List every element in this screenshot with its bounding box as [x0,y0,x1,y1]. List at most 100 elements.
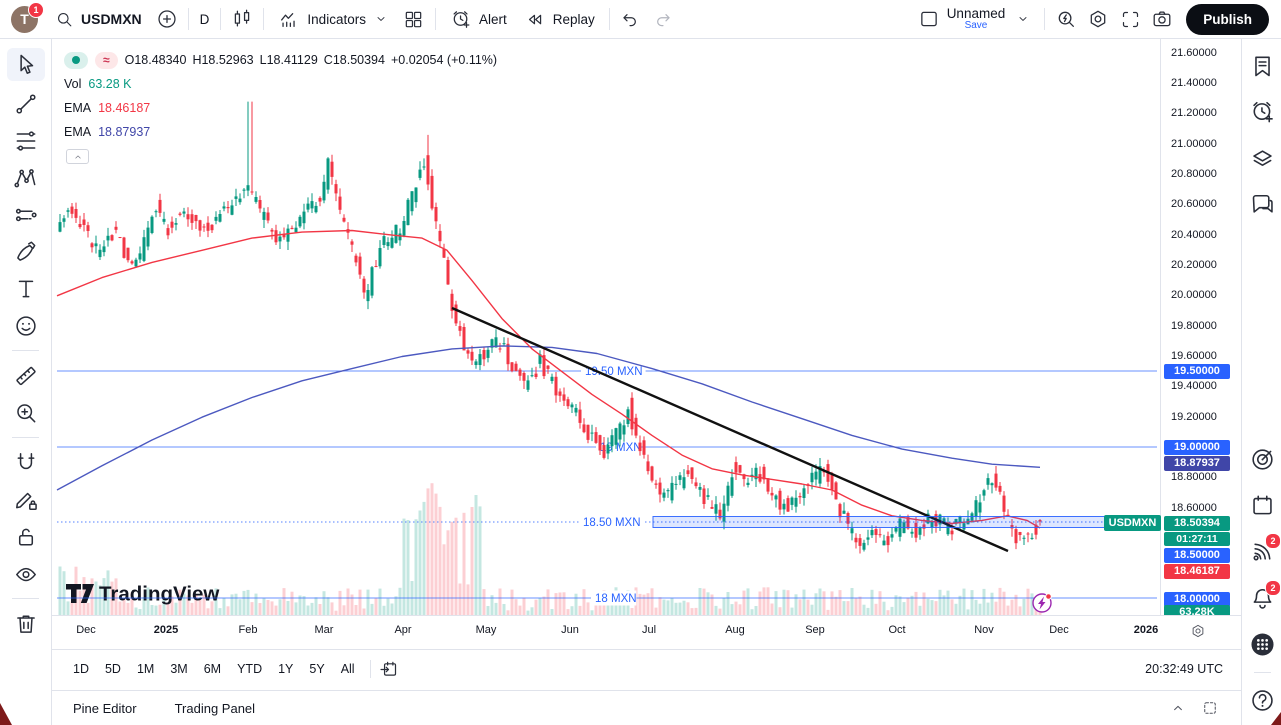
time-tick: Jul [641,624,657,636]
sidebar-alerts-button[interactable] [1248,97,1276,125]
undo-button[interactable] [615,0,647,38]
ruler-icon [13,363,39,389]
sidebar-apps-button[interactable] [1248,630,1276,658]
ema-slow-legend-row[interactable]: EMA 18.87937 [64,120,503,144]
range-ytd-button[interactable]: YTD [237,662,263,676]
ema-fast-legend-row[interactable]: EMA 18.46187 [64,96,503,120]
maximize-panel-icon[interactable] [1201,699,1219,717]
tool-emoji[interactable] [0,307,52,344]
publish-button[interactable]: Publish [1186,3,1269,35]
notifications-badge: 2 [1265,580,1281,596]
economic-events-icon[interactable] [1032,593,1052,613]
redo-button[interactable] [647,0,679,38]
streams-icon [1249,538,1276,565]
range-3m-button[interactable]: 3M [170,662,188,676]
clock[interactable]: 20:32:49 UTC [1145,662,1223,676]
range-all-button[interactable]: All [340,662,355,676]
price-label-chip: 18.46187 [1164,563,1230,579]
price-axis[interactable]: 21.60000 21.40000 21.20000 21.00000 20.80000… [1160,38,1242,615]
volume-legend-row[interactable]: Vol 63.28 K [64,72,503,96]
tool-zoom-in[interactable] [0,394,52,431]
chart-legend: ≈ O18.48340 H18.52963 L18.41129 C18.50394 +0… [64,48,503,164]
tool-lock-open[interactable] [0,518,52,555]
plus-circle-icon [156,8,178,30]
tool-brush[interactable] [0,233,52,270]
approx-data-pill: ≈ [95,51,118,69]
camera-icon [1151,8,1173,30]
range-1m-button[interactable]: 1M [136,662,155,676]
svg-text:19.50 MXN: 19.50 MXN [585,366,643,378]
symbol-legend-row[interactable]: ≈ O18.48340 H18.52963 L18.41129 C18.50394 +0… [64,48,503,72]
indicators-button[interactable]: Indicators [269,0,398,38]
tool-projection[interactable] [0,196,52,233]
alert-button[interactable]: Alert [441,0,516,38]
sidebar-watchlist-button[interactable] [1248,52,1276,80]
screenshot-button[interactable] [1146,0,1178,38]
legend-collapse-button[interactable] [66,149,89,164]
time-tick: Mar [314,624,334,636]
expand-panel-icon[interactable] [1169,699,1187,717]
drawing-toolbar [0,38,52,725]
divider [369,660,371,678]
time-axis[interactable]: Dec 2025 Feb Mar Apr May Jun Jul Aug Sep Oct Nov Dec… [52,615,1241,647]
time-tick: Apr [394,624,412,636]
top-toolbar-right: Unnamed Save Publish [913,0,1281,38]
candles-icon [231,8,253,30]
alert-label: Alert [478,11,507,27]
interval-button[interactable]: D [194,0,216,38]
tool-ruler[interactable] [0,357,52,394]
fullscreen-icon [1120,9,1141,30]
tool-xabcd-pattern[interactable] [0,159,52,196]
quick-search-button[interactable] [1050,0,1082,38]
tool-magnet[interactable] [0,444,52,481]
compare-add-button[interactable] [151,0,183,38]
go-to-date-icon[interactable] [378,659,399,680]
replay-button[interactable]: Replay [516,0,604,38]
watchlist-icon [1249,53,1276,80]
price-tick: 19.20000 [1171,410,1217,423]
replay-label: Replay [552,11,595,27]
sidebar-notifications-button[interactable]: 2 [1248,580,1281,612]
chart-type-button[interactable] [226,0,258,38]
tool-trend-line[interactable] [0,85,52,122]
tool-trash[interactable] [0,605,52,642]
range-5y-button[interactable]: 5Y [309,662,325,676]
layout-select-button[interactable] [913,0,945,38]
sidebar-ideas-button[interactable] [1248,445,1276,473]
layout-name: Unnamed [946,5,1006,21]
axis-settings-gear-icon[interactable] [1190,623,1206,639]
range-1y-button[interactable]: 1Y [278,662,294,676]
tool-text[interactable] [0,270,52,307]
zoom-in-icon [13,400,39,426]
tool-cursor[interactable] [7,48,45,81]
sidebar-chat-button[interactable] [1248,190,1276,218]
settings-button[interactable] [1082,0,1114,38]
indicator-templates-button[interactable] [398,0,430,38]
fullscreen-button[interactable] [1114,0,1146,38]
time-tick: Dec [76,624,96,636]
undo-icon [620,9,641,30]
tool-pencil-lock[interactable] [0,481,52,518]
chart-canvas[interactable]: TradingView 19.50 MXN 19 MXN 18.50 MXN 18 MX… [52,38,1160,615]
sidebar-streams-button[interactable]: 2 [1248,533,1281,565]
sidebar-help-button[interactable] [1248,686,1276,714]
tab-trading-panel[interactable]: Trading Panel [174,700,256,716]
layout-name-button[interactable]: Unnamed Save [945,5,1008,32]
price-label-chip: 18.87937 [1164,455,1230,471]
symbol-search-button[interactable]: USDMXN [46,0,151,38]
alert-clock-icon [450,8,472,30]
range-5d-button[interactable]: 5D [104,662,121,676]
tool-eye[interactable] [0,555,52,592]
range-6m-button[interactable]: 6M [203,662,222,676]
layout-menu-chevron[interactable] [1007,0,1039,38]
sidebar-calendar-button[interactable] [1248,491,1276,519]
tool-fib-retracement[interactable] [0,122,52,159]
replay-icon [525,9,546,30]
range-1d-button[interactable]: 1D [73,662,89,676]
eye-icon [13,561,39,587]
price-tick: 18.60000 [1171,501,1217,514]
user-avatar[interactable]: T 1 [11,1,44,33]
tab-pine-editor[interactable]: Pine Editor [73,700,137,716]
apps-icon [1249,631,1276,658]
sidebar-object-tree-button[interactable] [1248,144,1276,172]
